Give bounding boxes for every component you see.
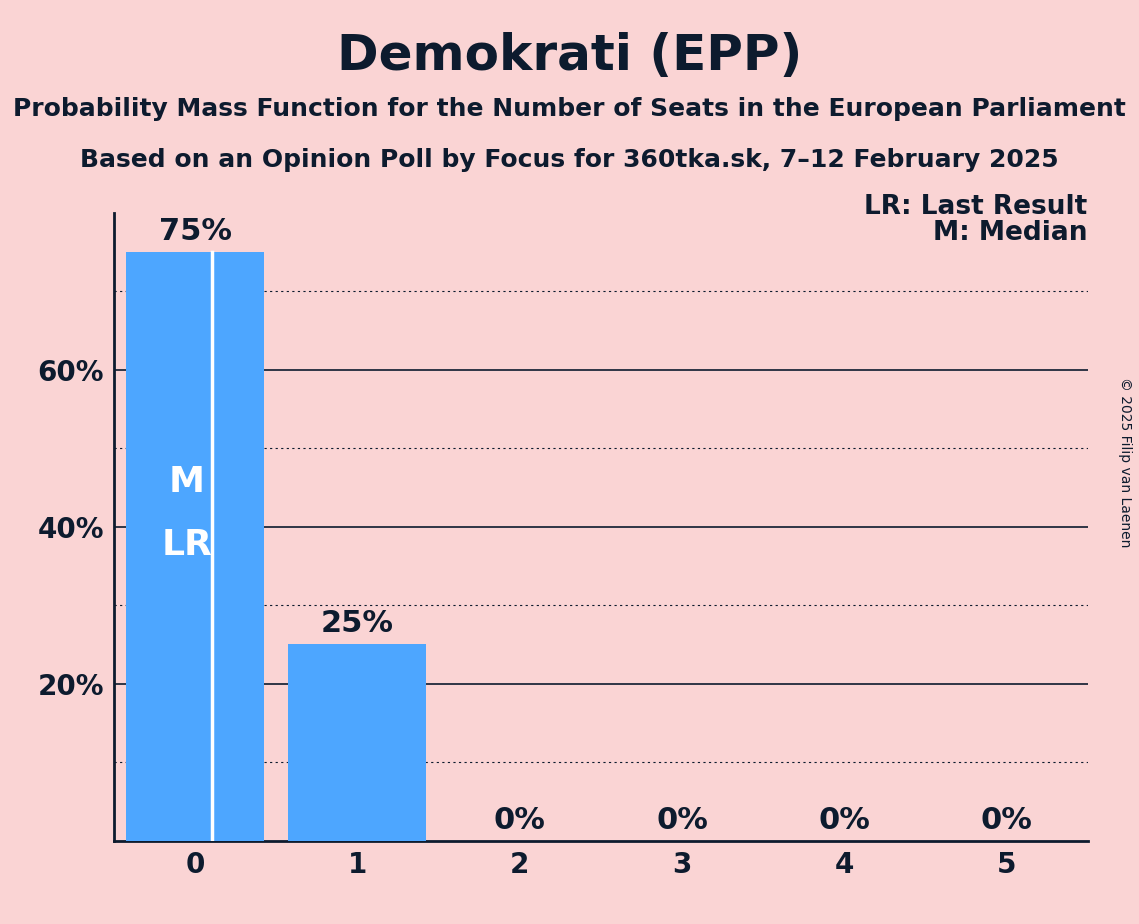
Text: M: M	[169, 465, 205, 499]
Text: Demokrati (EPP): Demokrati (EPP)	[337, 32, 802, 80]
Text: 0%: 0%	[981, 806, 1033, 834]
Text: LR: LR	[162, 528, 212, 562]
Text: 0%: 0%	[656, 806, 708, 834]
Text: 0%: 0%	[493, 806, 546, 834]
Text: M: Median: M: Median	[933, 220, 1088, 246]
Text: 0%: 0%	[818, 806, 870, 834]
Text: LR: Last Result: LR: Last Result	[865, 194, 1088, 220]
Text: 75%: 75%	[158, 216, 231, 246]
Bar	[126, 251, 264, 841]
Bar	[288, 645, 426, 841]
Text: Based on an Opinion Poll by Focus for 360tka.sk, 7–12 February 2025: Based on an Opinion Poll by Focus for 36…	[80, 148, 1059, 172]
Text: 25%: 25%	[321, 609, 394, 638]
Text: © 2025 Filip van Laenen: © 2025 Filip van Laenen	[1118, 377, 1132, 547]
Text: Probability Mass Function for the Number of Seats in the European Parliament: Probability Mass Function for the Number…	[13, 97, 1126, 121]
